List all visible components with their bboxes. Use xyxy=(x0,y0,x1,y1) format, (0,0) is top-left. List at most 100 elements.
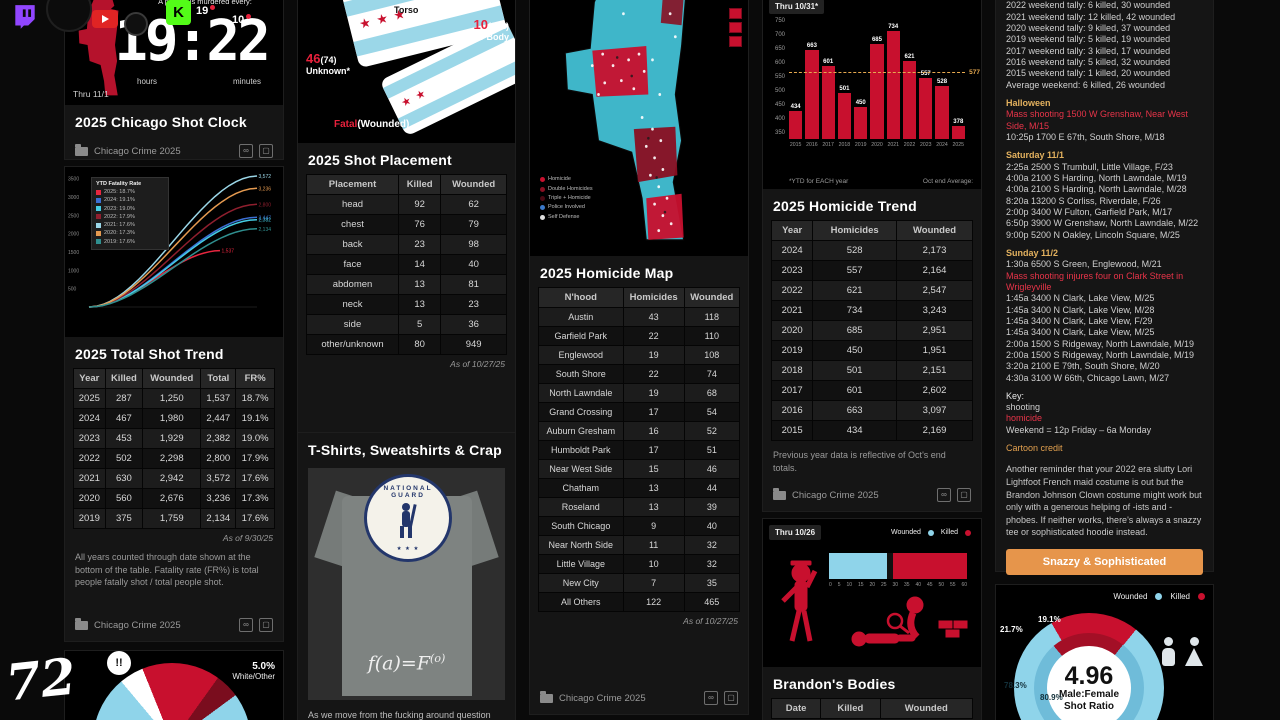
table-cell: 2,164 xyxy=(896,260,973,281)
y-tick: 500 xyxy=(774,88,785,94)
average-value-label: 577 xyxy=(969,68,980,76)
legend-swatch xyxy=(540,196,545,202)
table-cell: 1,980 xyxy=(142,408,202,429)
table-cell: other/unknown xyxy=(305,334,400,355)
bar-value: 501 xyxy=(839,86,850,93)
x-tick: 15 xyxy=(857,582,864,588)
embed-icon[interactable]: ▢ xyxy=(259,144,273,158)
table-cell: Chatham xyxy=(538,478,624,498)
table-cell: 54 xyxy=(683,402,741,422)
youtube-icon[interactable] xyxy=(92,10,118,28)
table-row: Roseland 13 39 xyxy=(538,497,741,517)
lower-wounded: (612) xyxy=(487,21,509,31)
quote-bubble-icon: !! xyxy=(107,651,131,675)
legend-label: Self Defense xyxy=(548,213,580,220)
legend-swatch xyxy=(1155,593,1163,600)
x-tick: 0 xyxy=(829,582,832,588)
embed-icon[interactable]: ▢ xyxy=(259,618,273,632)
table-cell: 375 xyxy=(104,508,144,529)
card-footer-label[interactable]: Chicago Crime 2025 xyxy=(94,619,181,631)
share-icon[interactable]: ∞ xyxy=(239,144,253,158)
share-icon[interactable]: ∞ xyxy=(239,618,253,632)
commentary-line[interactable]: Cartoon credit xyxy=(1006,443,1063,454)
table-cell: 18.7% xyxy=(235,388,275,409)
commentary-line: 2016 weekend tally: 5 killed, 32 wounded xyxy=(1006,56,1171,67)
commentary-line: 3:20a 2100 E 79th, South Shore, M/20 xyxy=(1006,361,1160,372)
y-tick: 750 xyxy=(774,18,785,24)
pct-label: 21.7% xyxy=(1000,625,1023,634)
commentary-line: 2:00a 1500 S Ridgeway, North Lawndale, M… xyxy=(1006,349,1194,360)
table-row: 2021 630 2,942 3,572 17.6% xyxy=(73,468,275,489)
tshirt-image[interactable]: NATIONAL GUARD ★ ★ ★ f(a)=F(o) xyxy=(308,468,505,700)
bar xyxy=(789,111,803,139)
table-cell: 22 xyxy=(622,364,685,384)
chart-legend: Wounded Killed xyxy=(1113,592,1205,601)
commentary-line: 2015 weekend tally: 1 killed, 20 wounded xyxy=(1006,68,1171,79)
table-row: 2018 501 2,151 xyxy=(770,360,973,381)
table-row: other/unknown 80 949 xyxy=(305,334,507,355)
commentary-line: 2:00p 3400 W Fulton, Garfield Park, M/17 xyxy=(1006,206,1173,217)
legend-label: Killed xyxy=(1170,592,1190,601)
embed-icon[interactable]: ▢ xyxy=(724,691,738,705)
legend-swatch xyxy=(927,529,934,536)
shirt-formula: f(a)=F(o) xyxy=(308,652,505,674)
legend-label: Triple + Homicide xyxy=(548,194,591,201)
svg-text:2000: 2000 xyxy=(68,232,79,238)
card-footer-label[interactable]: Chicago Crime 2025 xyxy=(792,489,879,501)
table-cell: 434 xyxy=(812,420,898,441)
pie-callout-name: White/Other xyxy=(232,672,275,681)
table-cell: 13 xyxy=(398,294,442,315)
table-header-row: Date Killed Wounded xyxy=(770,698,974,719)
as-of-date: As of 9/30/25 xyxy=(222,533,273,543)
table-cell: 15 xyxy=(622,459,685,479)
snazzy-sophisticated-button[interactable]: Snazzy & Sophisticated xyxy=(1006,549,1203,576)
x-tick: 60 xyxy=(961,582,967,588)
commentary-line: 2019 weekend tally: 5 killed, 19 wounded xyxy=(1006,34,1171,45)
bar-value: 685 xyxy=(871,36,882,43)
svg-text:2,800: 2,800 xyxy=(259,202,272,208)
commentary-line: 1:30a 6500 S Green, Englewood, M/21 xyxy=(1006,259,1162,270)
kick-count: 19 xyxy=(196,5,209,17)
embed-icon[interactable]: ▢ xyxy=(957,488,971,502)
table-cell: 450 xyxy=(812,340,898,361)
twitch-icon[interactable] xyxy=(12,4,38,32)
chicago-homicide-map[interactable] xyxy=(530,0,748,256)
table-cell: 949 xyxy=(440,334,507,355)
bar-2017: 601 xyxy=(821,21,835,139)
table-cell: 1,250 xyxy=(142,388,202,409)
table-row: head 92 62 xyxy=(305,194,507,215)
share-icon[interactable]: ∞ xyxy=(937,488,951,502)
x-tick: 45 xyxy=(926,582,933,588)
card-footer-label[interactable]: Chicago Crime 2025 xyxy=(94,145,181,157)
unknown-label: Unknown* xyxy=(306,66,350,76)
table-header-row: Year Killed Wounded Total FR% xyxy=(73,368,275,389)
legend-item: Double Homicides xyxy=(540,185,593,194)
card-footer-label[interactable]: Chicago Crime 2025 xyxy=(559,692,646,704)
x-tick: 30 xyxy=(892,582,898,588)
table-cell: 2,800 xyxy=(200,448,237,469)
commentary-line: 4:00a 2100 S Harding, North Lawndale, M/… xyxy=(1006,172,1187,183)
table-cell: 10 xyxy=(622,554,685,574)
legend-item: Police Involved xyxy=(540,203,593,212)
table-cell: neck xyxy=(305,294,400,315)
column-header: Killed xyxy=(398,174,442,195)
y-tick: 350 xyxy=(774,130,785,136)
table-cell: 2023 xyxy=(73,428,106,449)
table-cell: Auburn Gresham xyxy=(538,421,624,441)
table-row: 2025 287 1,250 1,537 18.7% xyxy=(73,388,275,409)
legend-label: Wounded xyxy=(891,529,921,536)
share-icon[interactable]: ∞ xyxy=(704,691,718,705)
shot-placement-card: ★★★ ★★ Torso 46(74) Unknown* 10(612) Low… xyxy=(297,0,516,467)
kick-icon[interactable]: K xyxy=(166,0,191,25)
commentary-line: Key: xyxy=(1006,390,1025,401)
legend-item: 2024: 19.1% xyxy=(96,196,164,204)
crime-scene-cartoon xyxy=(781,560,968,647)
pct-label: 19.1% xyxy=(1038,615,1061,624)
y-tick: 600 xyxy=(774,60,785,66)
table-cell: 2022 xyxy=(770,280,814,301)
bar-segment-killed xyxy=(893,553,967,579)
legend-item: 2019: 17.6% xyxy=(96,238,164,246)
commentary-line: 2021 weekend tally: 12 killed, 42 wounde… xyxy=(1006,11,1176,22)
demographics-pie-chart: !! 5.0% White/Other xyxy=(65,651,283,720)
y-tick: 550 xyxy=(774,74,785,80)
